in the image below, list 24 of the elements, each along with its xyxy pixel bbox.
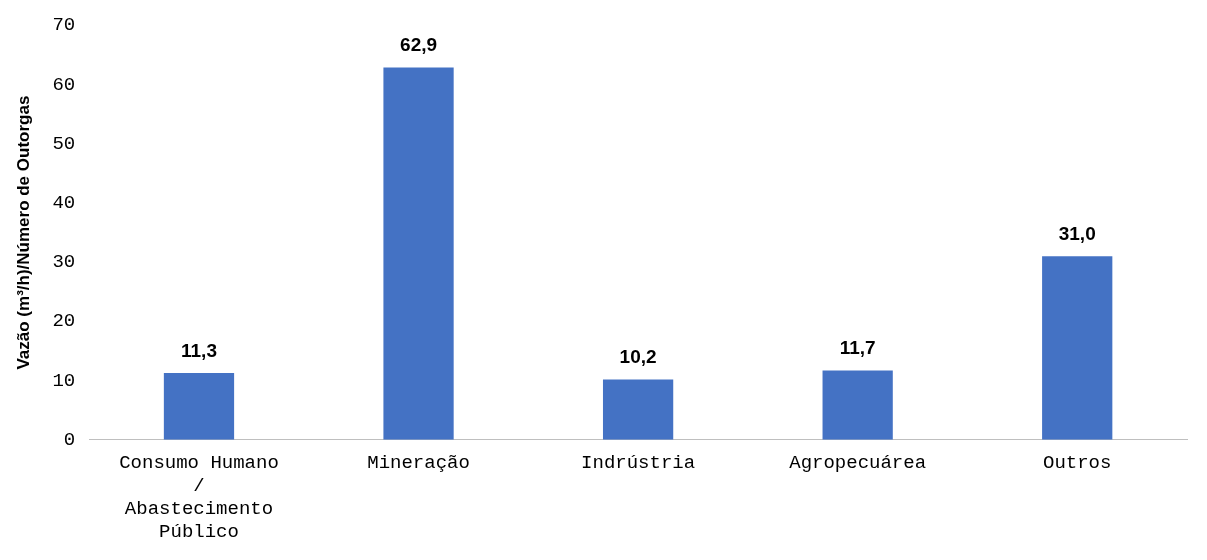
y-tick-label: 0 xyxy=(63,428,76,451)
y-tick-label: 60 xyxy=(52,73,76,96)
y-tick-label: 40 xyxy=(52,192,76,215)
y-axis-title: Vazão (m³/h)/Número de Outorgas xyxy=(13,95,33,370)
x-tick-label: Consumo Humano / Abastecimento Público xyxy=(119,452,279,543)
bar xyxy=(1042,256,1113,440)
data-label: 31,0 xyxy=(1058,223,1096,245)
bar xyxy=(602,379,674,440)
y-tick-label: 20 xyxy=(52,310,76,333)
data-label: 11,7 xyxy=(839,337,876,359)
x-tick-label: Agropecuárea xyxy=(789,452,927,475)
data-label: 11,3 xyxy=(181,339,217,361)
bar xyxy=(163,372,235,440)
x-tick-label: Indrústria xyxy=(581,452,696,475)
y-tick-label: 30 xyxy=(52,251,76,274)
data-label: 62,9 xyxy=(400,34,438,56)
data-label: 10,2 xyxy=(619,346,657,368)
bar xyxy=(822,370,893,440)
y-tick-label: 50 xyxy=(52,132,76,155)
y-tick-label: 70 xyxy=(52,14,76,37)
y-tick-label: 10 xyxy=(52,369,76,392)
x-tick-label: Mineração xyxy=(367,452,470,475)
bar xyxy=(383,67,454,440)
x-tick-label: Outros xyxy=(1043,452,1112,475)
